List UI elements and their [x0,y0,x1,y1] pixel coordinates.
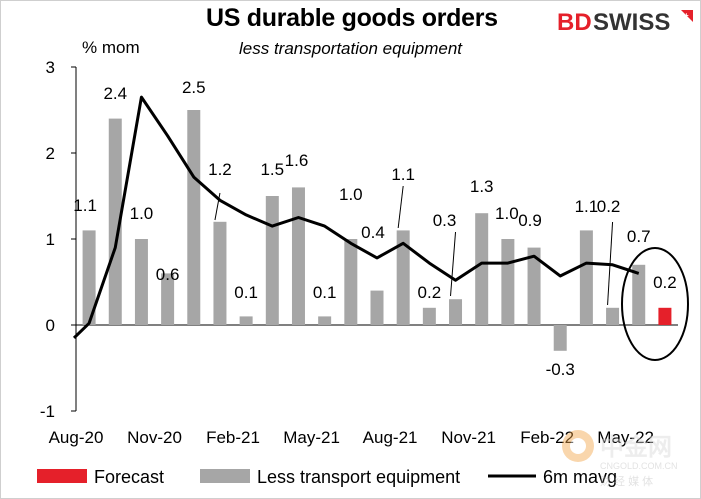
y-axis-label: % mom [82,38,140,57]
x-tick-label: May-21 [283,428,340,447]
data-bar [449,299,463,325]
data-bar [161,273,175,325]
x-tick-label: Nov-20 [127,428,182,447]
legend: Forecast Less transport equipment 6m mavg [37,467,617,487]
forecast-highlight-circle [621,247,689,361]
bars [82,110,672,351]
data-label: 1.2 [208,160,232,179]
x-tick-label: Feb-22 [520,428,574,447]
data-label: 1.1 [391,165,415,184]
data-label: 1.5 [260,160,284,179]
data-label: 1.0 [339,185,363,204]
data-bar [108,118,122,325]
legend-label-forecast: Forecast [94,467,164,487]
x-tick-label: Aug-20 [49,428,104,447]
data-bar [396,230,410,325]
label-leader-line [607,221,614,306]
data-bar [265,196,279,325]
data-label: 0.3 [433,211,457,230]
data-bar [82,230,96,325]
brand-cross-icon: + [684,11,689,20]
watermark-url: CNGOLD.COM.CN [600,461,678,471]
mavg-line [72,95,640,339]
x-tick-label: May-22 [597,428,654,447]
legend-swatch-bars [200,469,250,483]
label-leader-line [397,185,404,229]
legend-swatch-forecast [37,469,87,483]
y-tick-label: 0 [46,316,55,335]
label-leader-line [450,231,457,297]
data-labels: 1.12.41.00.62.51.20.11.5 1.60.11.00.41.10… [73,78,689,379]
x-tick-label: Aug-21 [363,428,418,447]
y-tick-label: 2 [46,144,55,163]
cngold-watermark: 中金网 CNGOLD.COM.CN 财 经 媒 体 [562,430,678,488]
data-label: -0.3 [546,360,575,379]
chart-subtitle: less transportation equipment [239,39,463,58]
y-tick-label: -1 [40,402,55,421]
brand-prefix: BD [557,9,592,36]
data-bar [501,239,515,325]
data-label: 1.0 [130,204,154,223]
data-label: 0.6 [156,265,180,284]
data-label: 0.1 [313,283,337,302]
data-bar [213,221,227,325]
data-bar [239,316,253,325]
data-bar [606,307,620,325]
legend-label-mavg: 6m mavg [543,467,617,487]
data-bar [187,110,201,325]
data-label: 1.1 [575,197,599,216]
watermark-logo-inner-icon [570,438,586,454]
x-tick-label: Feb-21 [206,428,260,447]
y-tick-label: 1 [46,230,55,249]
watermark-tagline: 财 经 媒 体 [600,474,653,488]
chart-title: US durable goods orders [206,4,498,32]
y-tick-label: 3 [46,58,55,77]
data-bar [318,316,332,325]
data-label: 0.1 [234,283,258,302]
legend-label-bars: Less transport equipment [257,467,460,487]
data-bar [553,325,567,351]
data-label: 0.4 [361,223,385,242]
brand-suffix: SWISS [593,9,670,36]
data-label: 2.5 [182,78,206,97]
x-tick-label: Nov-21 [441,428,496,447]
data-bar [579,230,593,325]
data-bar [527,247,541,325]
label-leader-line [214,192,221,221]
data-bar [370,290,384,325]
data-bar [632,264,646,325]
brand-corner-icon [681,10,693,22]
data-label: 0.2 [418,283,442,302]
data-label: 0.7 [627,227,651,246]
data-bar [344,239,358,325]
data-label: 1.3 [470,177,494,196]
watermark-name: 中金网 [600,433,672,461]
data-label: 2.4 [103,84,127,103]
data-bar [475,213,489,325]
data-bar [134,239,148,325]
data-label: 0.2 [597,197,621,216]
axes: -1 0 1 2 3 % mom Aug-20 Nov-20 Feb-21 May-21 Aug-2… [40,38,678,447]
data-bar [422,307,436,325]
data-label: 0.2 [653,273,677,292]
data-label: 0.9 [518,211,542,230]
data-label: 1.6 [285,151,309,170]
bdswiss-logo: BD SWISS + [557,9,693,36]
data-label: 1.1 [73,196,97,215]
forecast-bar [658,307,672,325]
data-label: 1.0 [495,204,519,223]
watermark-logo-icon [562,430,594,462]
moving-average [72,95,640,339]
data-bar [291,187,305,325]
